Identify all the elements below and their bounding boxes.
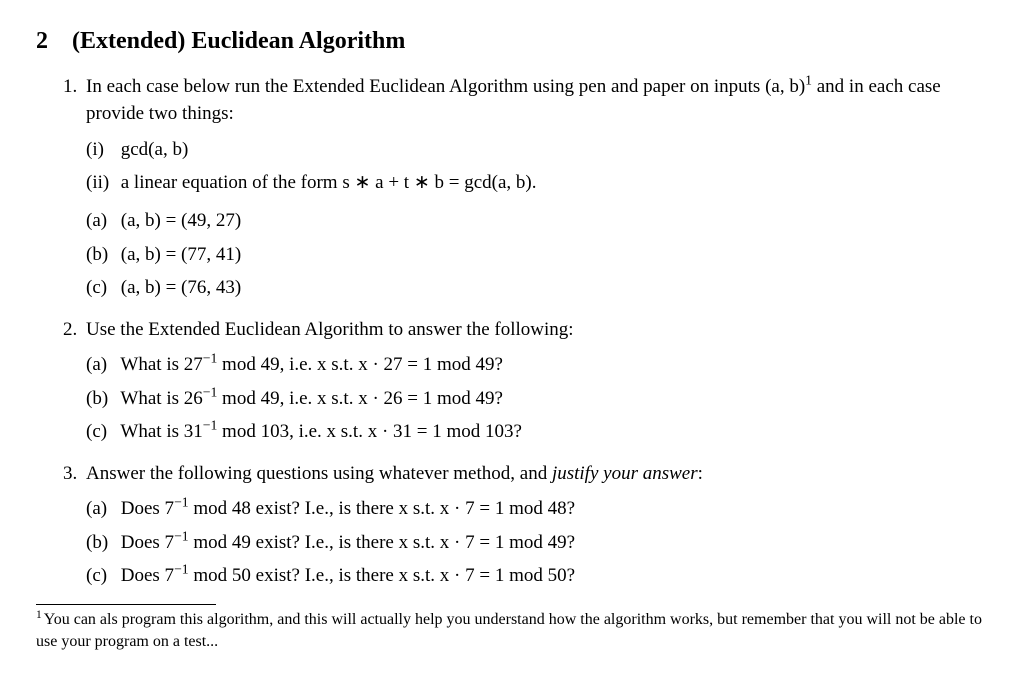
q1-task-i: (i) gcd(a, b) bbox=[86, 136, 988, 164]
exp-neg1: −1 bbox=[203, 384, 218, 399]
q2-a-label: (a) bbox=[86, 351, 116, 379]
q1-ii-text: a linear equation of the form s ∗ a + t … bbox=[121, 172, 537, 193]
footnote-ref: 1 bbox=[805, 72, 812, 87]
q3-intro-a: Answer the following questions using wha… bbox=[86, 463, 552, 484]
problem-3: Answer the following questions using wha… bbox=[82, 460, 988, 590]
q3-b-label: (b) bbox=[86, 529, 116, 557]
q3-b-post: mod 49 exist? I.e., is there x s.t. x · … bbox=[189, 532, 575, 553]
q3-a-label: (a) bbox=[86, 495, 116, 523]
exp-neg1: −1 bbox=[203, 351, 218, 366]
exp-neg1: −1 bbox=[203, 418, 218, 433]
problem-1: In each case below run the Extended Eucl… bbox=[82, 73, 988, 302]
footnote-mark: 1 bbox=[36, 609, 42, 621]
q1-b-text: (a, b) = (77, 41) bbox=[121, 244, 241, 265]
footnote-text: You can als program this algorithm, and … bbox=[36, 611, 982, 650]
q1-i-label: (i) bbox=[86, 136, 116, 164]
q1-a-label: (a) bbox=[86, 207, 116, 235]
q3-c-post: mod 50 exist? I.e., is there x s.t. x · … bbox=[189, 565, 575, 586]
q1-task-ii: (ii) a linear equation of the form s ∗ a… bbox=[86, 169, 988, 197]
q2-c: (c) What is 31−1 mod 103, i.e. x s.t. x … bbox=[86, 418, 988, 446]
exp-neg1: −1 bbox=[174, 562, 189, 577]
q1-cases: (a) (a, b) = (49, 27) (b) (a, b) = (77, … bbox=[86, 207, 988, 302]
q2-b-pre: What is 26 bbox=[120, 388, 202, 409]
section-number: 2 bbox=[36, 28, 48, 54]
q3-c-pre: Does 7 bbox=[121, 565, 174, 586]
q1-c-label: (c) bbox=[86, 274, 116, 302]
footnote: 1You can als program this algorithm, and… bbox=[36, 609, 988, 652]
problem-list: In each case below run the Extended Eucl… bbox=[36, 73, 988, 590]
q2-b-label: (b) bbox=[86, 385, 116, 413]
q3-c-label: (c) bbox=[86, 562, 116, 590]
q2-c-pre: What is 31 bbox=[120, 421, 202, 442]
q1-i-text: gcd(a, b) bbox=[121, 139, 189, 160]
q1-ii-label: (ii) bbox=[86, 169, 116, 197]
q2-c-label: (c) bbox=[86, 418, 116, 446]
exp-neg1: −1 bbox=[174, 529, 189, 544]
q1-case-c: (c) (a, b) = (76, 43) bbox=[86, 274, 988, 302]
q2-c-post: mod 103, i.e. x s.t. x · 31 = 1 mod 103? bbox=[217, 421, 522, 442]
section-title: (Extended) Euclidean Algorithm bbox=[72, 28, 405, 54]
q2-a-post: mod 49, i.e. x s.t. x · 27 = 1 mod 49? bbox=[217, 354, 503, 375]
q2-a-pre: What is 27 bbox=[120, 354, 202, 375]
q2-a: (a) What is 27−1 mod 49, i.e. x s.t. x ·… bbox=[86, 351, 988, 379]
q1-b-label: (b) bbox=[86, 241, 116, 269]
section-heading: 2 (Extended) Euclidean Algorithm bbox=[36, 24, 988, 59]
q1-c-text: (a, b) = (76, 43) bbox=[121, 277, 241, 298]
q3-a-pre: Does 7 bbox=[121, 498, 174, 519]
q3-a-post: mod 48 exist? I.e., is there x s.t. x · … bbox=[189, 498, 575, 519]
footnote-rule bbox=[36, 604, 216, 605]
q3-subparts: (a) Does 7−1 mod 48 exist? I.e., is ther… bbox=[86, 495, 988, 590]
q1-a-text: (a, b) = (49, 27) bbox=[121, 210, 241, 231]
q3-intro-b: : bbox=[698, 463, 703, 484]
q3-b: (b) Does 7−1 mod 49 exist? I.e., is ther… bbox=[86, 529, 988, 557]
q3-b-pre: Does 7 bbox=[121, 532, 174, 553]
q3-c: (c) Does 7−1 mod 50 exist? I.e., is ther… bbox=[86, 562, 988, 590]
exp-neg1: −1 bbox=[174, 495, 189, 510]
q2-intro: Use the Extended Euclidean Algorithm to … bbox=[86, 319, 574, 340]
q1-case-a: (a) (a, b) = (49, 27) bbox=[86, 207, 988, 235]
q1-case-b: (b) (a, b) = (77, 41) bbox=[86, 241, 988, 269]
problem-2: Use the Extended Euclidean Algorithm to … bbox=[82, 316, 988, 446]
q3-intro-em: justify your answer bbox=[552, 463, 698, 484]
q1-intro-a: In each case below run the Extended Eucl… bbox=[86, 76, 760, 97]
q1-tasks: (i) gcd(a, b) (ii) a linear equation of … bbox=[86, 136, 988, 197]
q1-intro-ab: (a, b) bbox=[765, 76, 805, 97]
q2-b: (b) What is 26−1 mod 49, i.e. x s.t. x ·… bbox=[86, 385, 988, 413]
q3-a: (a) Does 7−1 mod 48 exist? I.e., is ther… bbox=[86, 495, 988, 523]
q2-b-post: mod 49, i.e. x s.t. x · 26 = 1 mod 49? bbox=[217, 388, 503, 409]
q2-subparts: (a) What is 27−1 mod 49, i.e. x s.t. x ·… bbox=[86, 351, 988, 446]
